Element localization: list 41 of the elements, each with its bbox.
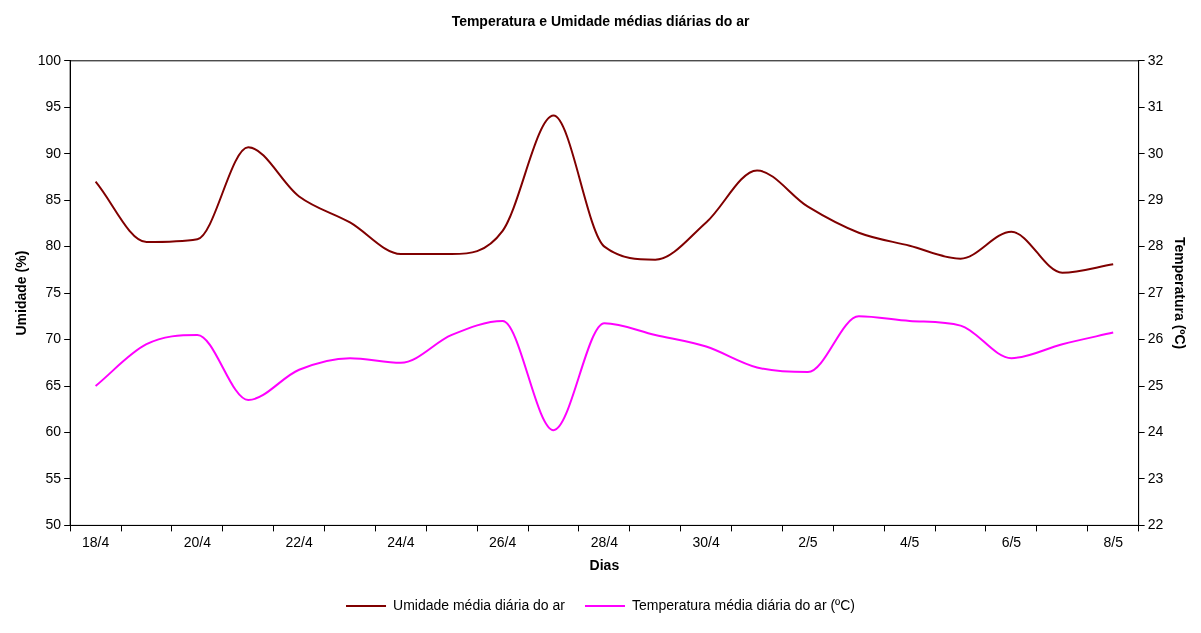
- y2-tick-label: 29: [1147, 191, 1164, 208]
- legend-label: Umidade média diária do ar: [393, 596, 566, 613]
- x-tick-label: 26/4: [489, 533, 517, 550]
- y2-tick-label: 24: [1147, 423, 1164, 440]
- x-axis-title: Dias: [589, 557, 620, 574]
- y-tick-label: 55: [45, 469, 62, 486]
- y-tick-label: 95: [45, 98, 62, 115]
- line-series: [94, 315, 1115, 432]
- y-tick-label: 100: [37, 51, 62, 68]
- y2-tick-label: 31: [1147, 98, 1164, 115]
- y2-tick-label: 27: [1147, 283, 1164, 300]
- y-tick-label: 75: [45, 283, 62, 300]
- y-tick-label: 60: [45, 423, 62, 440]
- x-tick-label: 2/5: [798, 533, 818, 550]
- y2-axis-title: Temperatura (ºC): [1171, 236, 1188, 350]
- y2-tick-label: 28: [1147, 237, 1164, 254]
- y-axis-title: Umidade (%): [13, 250, 30, 336]
- y-tick-label: 85: [45, 191, 62, 208]
- y2-tick-label: 30: [1147, 144, 1164, 161]
- x-tick-label: 24/4: [387, 533, 415, 550]
- y2-tick-label: 23: [1147, 469, 1164, 486]
- y-tick-label: 90: [45, 144, 62, 161]
- x-tick-label: 18/4: [81, 533, 110, 550]
- x-tick-label: 8/5: [1103, 533, 1124, 550]
- line-series: [94, 114, 1115, 274]
- y-tick-label: 65: [45, 376, 62, 393]
- y-tick-label: 50: [45, 516, 62, 533]
- x-tick-label: 30/4: [692, 533, 720, 550]
- y2-tick-label: 25: [1147, 376, 1164, 393]
- x-tick-label: 6/5: [1001, 533, 1022, 550]
- x-tick-label: 20/4: [183, 533, 212, 550]
- x-tick-label: 22/4: [285, 533, 313, 550]
- y2-tick-label: 32: [1147, 51, 1164, 68]
- legend-label: Temperatura média diária do ar (ºC): [632, 596, 855, 613]
- y2-tick-label: 26: [1147, 330, 1164, 347]
- y-tick-label: 70: [45, 330, 62, 347]
- y-tick-label: 80: [45, 237, 62, 254]
- x-tick-label: 28/4: [590, 533, 619, 550]
- y2-tick-label: 22: [1147, 516, 1164, 533]
- x-tick-label: 4/5: [899, 533, 920, 550]
- chart-title: Temperatura e Umidade médias diárias do ar: [451, 13, 750, 30]
